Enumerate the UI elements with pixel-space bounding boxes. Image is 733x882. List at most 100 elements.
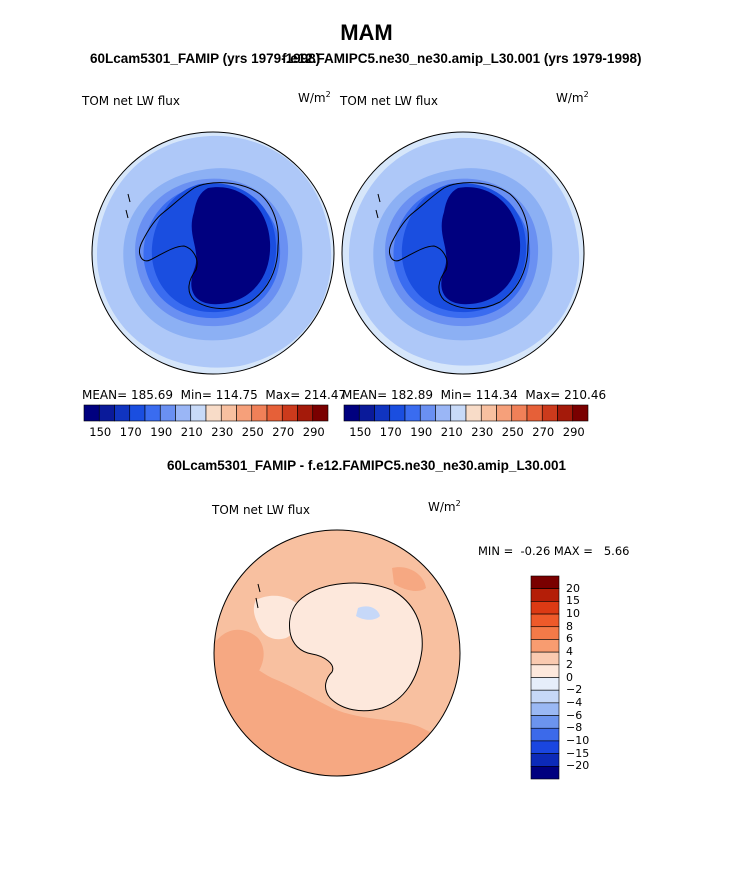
colorbar-label: −20 — [566, 759, 590, 773]
colorbar-swatch — [530, 575, 560, 589]
diff-colorbar — [530, 575, 560, 780]
colorbar-swatch — [205, 404, 222, 422]
colorbar-swatch — [236, 404, 253, 422]
colorbar-swatch — [557, 404, 574, 422]
colorbar-swatch — [530, 601, 560, 615]
left-polar-map — [91, 131, 335, 375]
colorbar-swatch — [530, 727, 560, 742]
colorbar-tick-label: 230 — [211, 425, 234, 439]
colorbar-tick-label: 170 — [379, 425, 402, 439]
colorbar-swatch — [389, 404, 406, 422]
diff-polar-map — [213, 529, 461, 777]
colorbar-swatch — [404, 404, 421, 422]
colorbar-swatch — [530, 626, 560, 640]
right-case-title: f.e12.FAMIPC5.ne30_ne30.amip_L30.001 (yr… — [282, 51, 642, 66]
colorbar-swatch — [530, 740, 560, 754]
colorbar-swatch — [358, 404, 375, 422]
colorbar-swatch — [281, 404, 298, 422]
colorbar-swatch — [98, 404, 115, 422]
colorbar-swatch — [374, 404, 391, 422]
warm-anomaly-south — [214, 638, 460, 776]
colorbar-tick-label: 270 — [532, 425, 555, 439]
warm-anomaly-west — [214, 629, 264, 683]
colorbar-swatch — [511, 404, 528, 422]
colorbar-label: 6 — [566, 632, 573, 646]
colorbar-tick-label: 290 — [302, 425, 325, 439]
right-polar-map — [341, 131, 585, 375]
colorbar-label: −15 — [566, 746, 590, 760]
colorbar-label: 2 — [566, 657, 573, 671]
colorbar-label: −8 — [566, 721, 583, 735]
colorbar-label: −4 — [566, 695, 583, 709]
interior-field — [441, 187, 521, 305]
colorbar-swatch — [530, 677, 560, 691]
colorbar-swatch — [129, 404, 146, 422]
colorbar-label: −10 — [566, 733, 590, 747]
colorbar-swatch — [450, 404, 467, 422]
colorbar-swatch — [251, 404, 268, 422]
south-america-coastline — [125, 193, 131, 219]
colorbar-label: 20 — [566, 581, 580, 595]
right-stats: MEAN= 182.89 Min= 114.34 Max= 210.46 — [342, 388, 607, 402]
colorbar-swatch — [175, 404, 192, 422]
colorbar-tick-label: 210 — [440, 425, 463, 439]
colorbar-swatch — [480, 404, 497, 422]
season-title: MAM — [340, 20, 393, 45]
colorbar-tick-label: 150 — [349, 425, 372, 439]
colorbar-swatch — [530, 639, 560, 653]
colorbar-swatch — [114, 404, 131, 422]
colorbar-label: −6 — [566, 708, 583, 722]
left-case-title: 60Lcam5301_FAMIP (yrs 1979-1998) — [90, 51, 321, 66]
interior-field — [191, 187, 271, 305]
left-stats: MEAN= 185.69 Min= 114.75 Max= 214.47 — [82, 388, 347, 402]
colorbar-swatch — [465, 404, 482, 422]
colorbar-label: 15 — [566, 594, 580, 608]
colorbar-swatch — [190, 404, 207, 422]
colorbar-swatch — [530, 588, 560, 602]
colorbar-swatch — [83, 404, 100, 422]
warm-anomaly-northeast — [392, 567, 426, 591]
antarctica-coastline — [389, 182, 529, 309]
colorbar-swatch — [530, 613, 560, 628]
colorbar-swatch — [496, 404, 513, 422]
colorbar-label: −2 — [566, 683, 583, 697]
colorbar-swatch — [530, 702, 560, 716]
diff-variable-label: TOM net LW flux — [212, 503, 310, 517]
map-border — [213, 529, 461, 777]
colorbar-tick-label: 170 — [119, 425, 142, 439]
right-colorbar-ticks: 150 170 190 210 230 250 270 290 — [344, 425, 588, 439]
colorbar-label: 10 — [566, 607, 580, 621]
antarctica-field — [289, 583, 423, 711]
colorbar-swatch — [530, 664, 560, 678]
left-variable-label: TOM net LW flux — [82, 94, 180, 108]
colorbar-swatch — [530, 753, 560, 767]
colorbar-swatch — [530, 651, 560, 666]
left-units-label: W/m2 — [298, 90, 331, 105]
colorbar-swatch — [526, 404, 543, 422]
colorbar-swatch — [572, 404, 589, 422]
colorbar-tick-label: 150 — [89, 425, 112, 439]
antarctica-coastline — [289, 582, 423, 712]
diff-colorbar-labels: 20 15 10 8 6 4 2 0 −2 −4 −6 −8 −10 −15 −20 — [566, 576, 606, 779]
left-colorbar-ticks: 150 170 190 210 230 250 270 290 — [84, 425, 328, 439]
colorbar-swatch — [541, 404, 558, 422]
colorbar-swatch — [220, 404, 237, 422]
south-america-coastline — [255, 583, 261, 609]
left-colorbar — [83, 404, 329, 422]
diff-minmax: MIN = -0.26 MAX = 5.66 — [478, 544, 630, 558]
diff-title: 60Lcam5301_FAMIP - f.e12.FAMIPC5.ne30_ne… — [167, 458, 566, 473]
map-border — [91, 131, 335, 375]
colorbar-swatch — [266, 404, 283, 422]
colorbar-tick-label: 250 — [501, 425, 524, 439]
colorbar-swatch — [530, 689, 560, 704]
colorbar-swatch — [419, 404, 436, 422]
colorbar-tick-label: 230 — [471, 425, 494, 439]
colorbar-label: 8 — [566, 619, 573, 633]
negative-anomaly — [356, 606, 380, 620]
colorbar-swatch — [530, 715, 560, 729]
colorbar-tick-label: 190 — [410, 425, 433, 439]
colorbar-swatch — [435, 404, 452, 422]
colorbar-tick-label: 190 — [150, 425, 173, 439]
right-variable-label: TOM net LW flux — [340, 94, 438, 108]
